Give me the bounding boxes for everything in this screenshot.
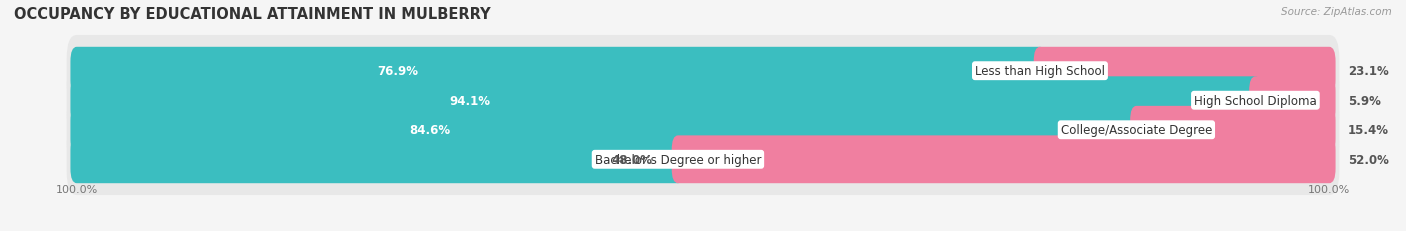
Text: 52.0%: 52.0% <box>1348 153 1389 166</box>
Text: OCCUPANCY BY EDUCATIONAL ATTAINMENT IN MULBERRY: OCCUPANCY BY EDUCATIONAL ATTAINMENT IN M… <box>14 7 491 22</box>
Text: High School Diploma: High School Diploma <box>1194 94 1317 107</box>
Text: 5.9%: 5.9% <box>1348 94 1381 107</box>
Text: 94.1%: 94.1% <box>449 94 491 107</box>
Text: Bachelor’s Degree or higher: Bachelor’s Degree or higher <box>595 153 761 166</box>
FancyBboxPatch shape <box>70 77 1261 125</box>
FancyBboxPatch shape <box>672 136 1336 183</box>
FancyBboxPatch shape <box>70 136 685 183</box>
Text: Source: ZipAtlas.com: Source: ZipAtlas.com <box>1281 7 1392 17</box>
Text: Less than High School: Less than High School <box>974 65 1105 78</box>
FancyBboxPatch shape <box>66 36 1340 107</box>
Text: College/Associate Degree: College/Associate Degree <box>1060 124 1212 137</box>
FancyBboxPatch shape <box>1130 106 1336 154</box>
Text: 15.4%: 15.4% <box>1348 124 1389 137</box>
FancyBboxPatch shape <box>70 48 1046 95</box>
FancyBboxPatch shape <box>66 124 1340 195</box>
FancyBboxPatch shape <box>1249 77 1336 125</box>
Text: 23.1%: 23.1% <box>1348 65 1389 78</box>
FancyBboxPatch shape <box>1033 48 1336 95</box>
FancyBboxPatch shape <box>66 95 1340 166</box>
FancyBboxPatch shape <box>70 106 1143 154</box>
Text: 48.0%: 48.0% <box>612 153 652 166</box>
Text: 84.6%: 84.6% <box>409 124 450 137</box>
Text: 76.9%: 76.9% <box>377 65 418 78</box>
FancyBboxPatch shape <box>66 65 1340 136</box>
